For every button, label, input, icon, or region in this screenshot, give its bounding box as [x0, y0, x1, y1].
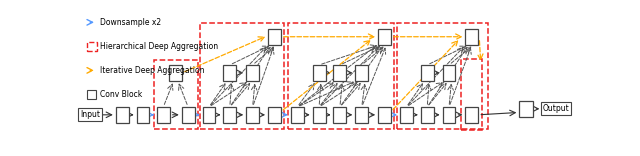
Text: Iterative Deep Aggregation: Iterative Deep Aggregation — [100, 66, 204, 75]
Bar — [246, 107, 259, 123]
Bar — [378, 29, 391, 45]
Bar — [288, 23, 394, 129]
Bar — [182, 107, 195, 123]
Text: Downsample x2: Downsample x2 — [100, 18, 161, 27]
Bar — [246, 65, 259, 81]
Bar — [223, 107, 236, 123]
Bar — [136, 107, 150, 123]
Text: Hierarchical Deep Aggregation: Hierarchical Deep Aggregation — [100, 42, 218, 51]
Bar — [355, 65, 368, 81]
Bar — [154, 60, 198, 129]
Bar — [378, 107, 391, 123]
Bar — [465, 107, 478, 123]
Bar — [333, 107, 346, 123]
Bar — [268, 29, 281, 45]
Bar — [87, 41, 97, 51]
Bar — [157, 107, 170, 123]
Bar — [465, 29, 478, 45]
Bar — [420, 107, 434, 123]
Text: Input: Input — [80, 110, 100, 119]
Bar — [116, 107, 129, 123]
Bar — [420, 65, 434, 81]
Bar — [400, 107, 413, 123]
Bar — [200, 23, 284, 129]
Bar — [268, 107, 281, 123]
Bar — [519, 101, 534, 117]
Bar — [443, 107, 456, 123]
Bar — [202, 107, 216, 123]
Text: Output: Output — [543, 104, 570, 113]
Bar — [312, 107, 326, 123]
Bar — [461, 59, 483, 130]
Bar — [355, 107, 368, 123]
Bar — [397, 23, 488, 129]
Bar — [88, 90, 96, 99]
Bar — [169, 65, 182, 81]
Bar — [223, 65, 236, 81]
Text: Conv Block: Conv Block — [100, 90, 142, 99]
Bar — [333, 65, 346, 81]
Bar — [443, 65, 456, 81]
Bar — [291, 107, 304, 123]
Bar — [312, 65, 326, 81]
